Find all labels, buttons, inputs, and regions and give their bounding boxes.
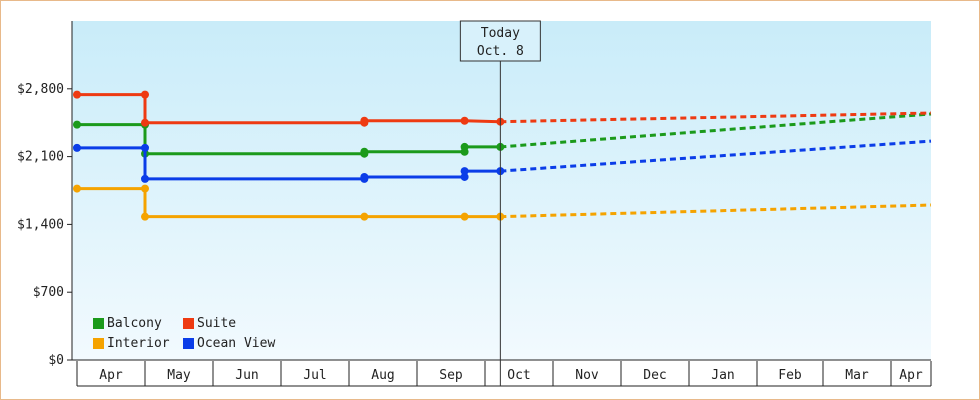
x-tick-label: Jan (711, 368, 734, 383)
legend-label-interior: Interior (107, 335, 170, 351)
legend-label-suite: Suite (197, 315, 237, 331)
series-point-ocean-view (73, 143, 81, 152)
y-tick-label: $2,800 (17, 82, 64, 97)
series-point-balcony (460, 142, 469, 151)
series-point-ocean-view (460, 167, 469, 176)
series-point-balcony (360, 147, 369, 156)
series-point-interior (460, 212, 469, 221)
y-tick-label: $0 (48, 353, 64, 368)
x-tick-label: Dec (643, 368, 666, 383)
legend-swatch-interior (93, 337, 104, 349)
legend-item-suite: Suite (183, 316, 236, 331)
x-tick-label: Aug (371, 368, 394, 383)
series-point-suite (73, 90, 81, 99)
series-point-suite (460, 116, 469, 125)
series-projection-interior (500, 203, 932, 219)
x-tick-label: Apr (899, 368, 923, 383)
y-tick-label: $700 (33, 285, 64, 300)
legend-item-interior: Interior (93, 336, 175, 351)
x-tick-label: Feb (778, 368, 802, 383)
series-point-balcony (73, 120, 81, 129)
series-point-ocean-view (460, 172, 469, 181)
y-tick-label: $2,100 (17, 150, 64, 165)
x-tick-label: Sep (439, 368, 463, 383)
series-point-ocean-view (141, 143, 149, 152)
x-tick-label: Oct (507, 368, 530, 383)
legend-swatch-ocean-view (183, 337, 194, 349)
plot-background (72, 21, 931, 360)
today-label: Today (481, 26, 520, 41)
series-projection-ocean-view (500, 139, 932, 173)
series-line-interior (77, 187, 501, 219)
series-point-suite (360, 116, 369, 125)
x-tick-label: Mar (845, 368, 869, 383)
today-date: Oct. 8 (477, 44, 524, 59)
y-tick-label: $1,400 (17, 217, 64, 232)
series-point-interior (141, 212, 149, 221)
series-projection-balcony (500, 112, 932, 149)
legend-item-balcony: Balcony (93, 316, 175, 331)
x-tick-label: Jun (235, 368, 258, 383)
series-point-suite (141, 90, 149, 99)
series-point-ocean-view (360, 172, 369, 181)
x-tick-label: Apr (99, 368, 123, 383)
series-point-interior (141, 184, 149, 193)
legend: Balcony Suite Interior Ocean View (93, 313, 283, 353)
x-tick-label: Jul (303, 368, 326, 383)
legend-item-ocean-view: Ocean View (183, 336, 275, 351)
legend-swatch-balcony (93, 317, 104, 329)
x-tick-label: Nov (575, 368, 599, 383)
series-projection-suite (500, 111, 932, 124)
series-point-interior (73, 184, 81, 193)
today-label-box (459, 20, 541, 62)
series-point-interior (360, 212, 369, 221)
series-point-suite (141, 118, 149, 127)
legend-label-ocean-view: Ocean View (197, 335, 276, 351)
legend-label-balcony: Balcony (107, 315, 162, 331)
series-point-ocean-view (141, 174, 149, 183)
legend-swatch-suite (183, 317, 194, 329)
x-tick-label: May (167, 368, 191, 383)
